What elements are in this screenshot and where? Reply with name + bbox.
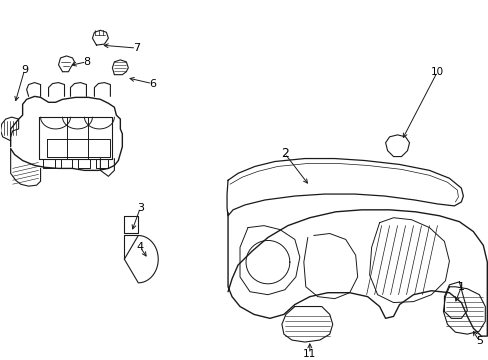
Text: 7: 7 xyxy=(132,43,140,53)
Text: 3: 3 xyxy=(137,203,143,213)
Text: 4: 4 xyxy=(137,242,143,252)
Text: 8: 8 xyxy=(83,57,90,67)
Text: 9: 9 xyxy=(21,65,28,75)
Text: 6: 6 xyxy=(148,78,156,89)
Text: 2: 2 xyxy=(281,147,288,160)
Text: 1: 1 xyxy=(457,282,464,292)
Text: 5: 5 xyxy=(475,336,482,346)
Text: 10: 10 xyxy=(430,67,443,77)
Text: 11: 11 xyxy=(303,349,316,359)
